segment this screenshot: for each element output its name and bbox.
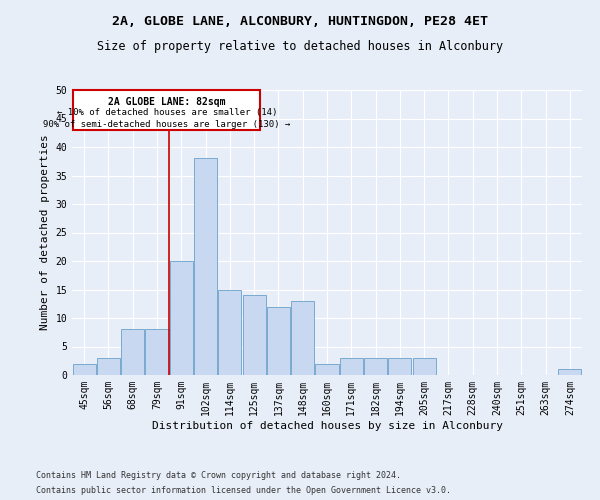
Bar bbox=[364, 358, 387, 375]
Bar bbox=[242, 295, 266, 375]
Bar bbox=[388, 358, 412, 375]
Text: 2A GLOBE LANE: 82sqm: 2A GLOBE LANE: 82sqm bbox=[108, 97, 226, 107]
Bar bbox=[97, 358, 120, 375]
Bar bbox=[73, 364, 95, 375]
Text: Contains HM Land Registry data © Crown copyright and database right 2024.: Contains HM Land Registry data © Crown c… bbox=[36, 471, 401, 480]
Text: 90% of semi-detached houses are larger (130) →: 90% of semi-detached houses are larger (… bbox=[43, 120, 290, 128]
Bar bbox=[316, 364, 338, 375]
X-axis label: Distribution of detached houses by size in Alconbury: Distribution of detached houses by size … bbox=[151, 420, 503, 430]
Text: 2A, GLOBE LANE, ALCONBURY, HUNTINGDON, PE28 4ET: 2A, GLOBE LANE, ALCONBURY, HUNTINGDON, P… bbox=[112, 15, 488, 28]
Bar bbox=[121, 330, 144, 375]
Bar bbox=[170, 261, 193, 375]
FancyBboxPatch shape bbox=[73, 90, 260, 130]
Bar bbox=[291, 301, 314, 375]
Text: Contains public sector information licensed under the Open Government Licence v3: Contains public sector information licen… bbox=[36, 486, 451, 495]
Bar bbox=[340, 358, 363, 375]
Bar bbox=[267, 306, 290, 375]
Y-axis label: Number of detached properties: Number of detached properties bbox=[40, 134, 50, 330]
Bar bbox=[559, 370, 581, 375]
Text: Size of property relative to detached houses in Alconbury: Size of property relative to detached ho… bbox=[97, 40, 503, 53]
Bar bbox=[194, 158, 217, 375]
Bar bbox=[145, 330, 169, 375]
Text: ← 10% of detached houses are smaller (14): ← 10% of detached houses are smaller (14… bbox=[56, 108, 277, 117]
Bar bbox=[218, 290, 241, 375]
Bar bbox=[413, 358, 436, 375]
